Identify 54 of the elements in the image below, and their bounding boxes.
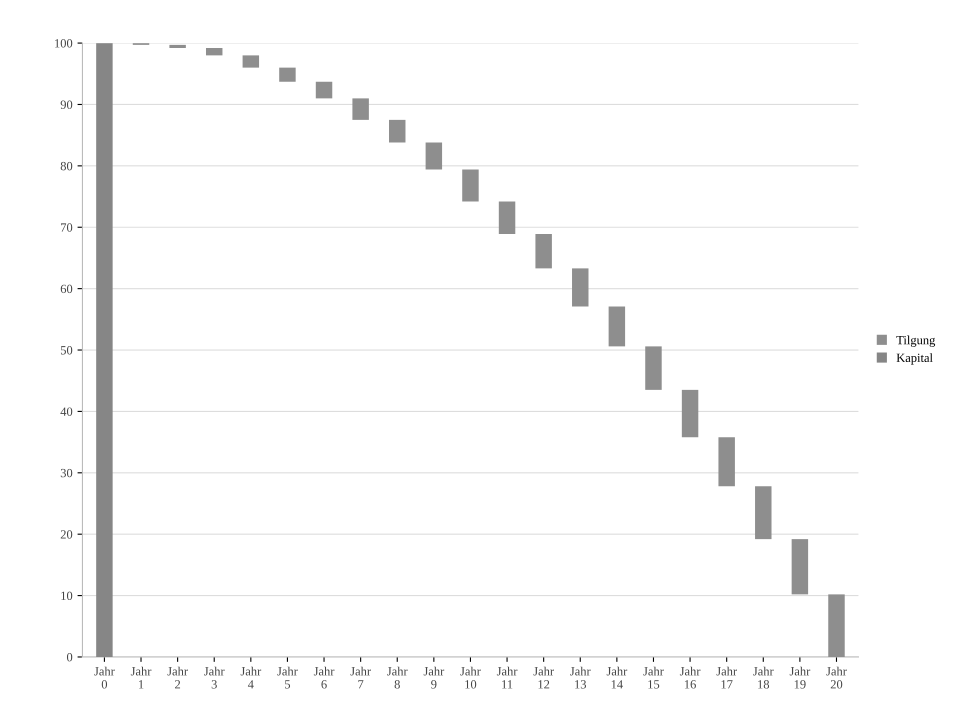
x-tick-label: Jahr 13 <box>570 666 591 689</box>
bar <box>462 170 479 202</box>
bar <box>316 82 332 98</box>
y-tick-label: 50 <box>60 346 72 354</box>
x-tick-label: Jahr 17 <box>716 666 737 688</box>
x-tick-label: Jahr 15 <box>643 666 664 689</box>
x-tick-label: Jahr 16 <box>680 666 700 689</box>
y-tick-label: 100 <box>55 39 72 48</box>
x-tick-label: Jahr 4 <box>240 666 262 688</box>
bar <box>352 98 369 120</box>
bar <box>572 268 588 306</box>
y-tick-label: 80 <box>60 162 72 170</box>
x-tick-label: Jahr 2 <box>167 666 188 688</box>
x-tick-label: Jahr 14 <box>606 666 628 688</box>
x-tick-label: Jahr 18 <box>753 666 774 689</box>
legend-label: Kapital <box>896 353 933 365</box>
x-tick-label: Jahr 9 <box>424 666 444 689</box>
bar <box>426 142 442 170</box>
bar <box>279 68 296 82</box>
x-tick-label: Jahr 12 <box>534 666 554 688</box>
y-tick-label: 0 <box>66 652 72 662</box>
x-tick-label: Jahr 1 <box>130 666 152 688</box>
x-tick-label: Jahr 10 <box>460 666 481 689</box>
y-tick-label: 30 <box>60 468 72 478</box>
x-tick-label: Jahr 20 <box>826 666 847 689</box>
bar <box>169 44 186 48</box>
bar <box>645 346 662 390</box>
bar <box>96 43 113 657</box>
legend-label: Tilgung <box>896 336 936 347</box>
bar <box>608 306 626 346</box>
bar <box>682 390 698 438</box>
x-tick-label: Jahr 3 <box>204 666 225 689</box>
y-tick-label: 20 <box>60 530 72 539</box>
bar <box>389 120 406 143</box>
y-tick-label: 90 <box>60 100 72 109</box>
x-tick-label: Jahr 5 <box>277 666 298 689</box>
y-tick-label: 70 <box>61 223 72 232</box>
y-tick-label: 40 <box>60 407 72 416</box>
x-tick-label: Jahr 8 <box>387 666 408 689</box>
x-tick-label: Jahr 6 <box>314 666 334 689</box>
bar <box>718 437 735 486</box>
bar <box>755 486 772 540</box>
x-tick-label: Jahr 19 <box>790 666 810 689</box>
bar <box>206 48 222 56</box>
x-tick-label: Jahr 0 <box>94 666 115 689</box>
y-tick-label: 60 <box>60 284 72 294</box>
bar <box>828 594 845 657</box>
bar <box>242 55 260 68</box>
bar <box>792 539 808 594</box>
bar <box>498 201 516 234</box>
y-tick-label: 10 <box>61 592 72 600</box>
x-tick-label: Jahr 11 <box>496 666 518 688</box>
bar <box>535 234 552 268</box>
x-tick-label: Jahr 7 <box>350 666 371 688</box>
